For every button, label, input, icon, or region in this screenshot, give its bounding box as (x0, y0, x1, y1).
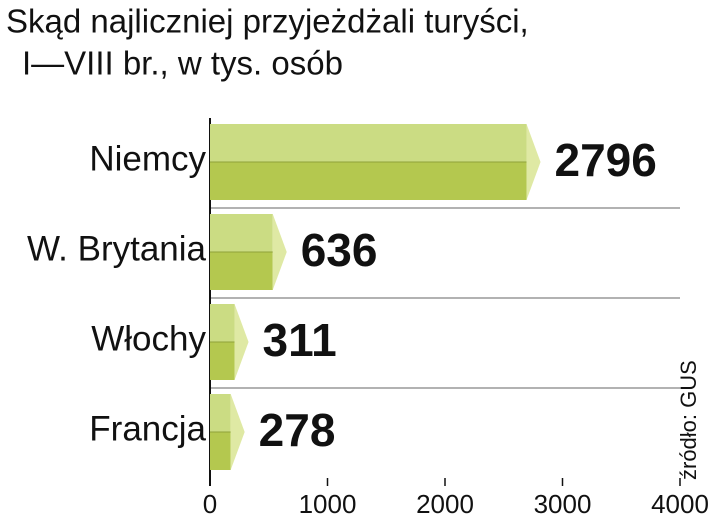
value-label: 311 (263, 314, 337, 366)
category-label: Francja (89, 409, 206, 448)
bar-top (210, 124, 527, 162)
bar-tip (230, 394, 245, 470)
bar-top (210, 304, 235, 342)
category-label: Niemcy (89, 139, 206, 178)
value-label: 2796 (555, 134, 657, 186)
bar-bottom (210, 432, 231, 470)
bar-tip (526, 124, 541, 200)
x-tick-label: 4000 (651, 489, 709, 519)
value-label: 636 (301, 224, 378, 276)
bar-tip (234, 304, 249, 380)
bar-bottom (210, 252, 273, 290)
bar-top (210, 394, 231, 432)
chart-title: Skąd najliczniej przyjeżdżali turyści, (6, 3, 529, 40)
x-tick-label: 3000 (534, 489, 592, 519)
x-tick-label: 0 (203, 489, 217, 519)
value-label: 278 (259, 404, 336, 456)
x-tick-label: 2000 (416, 489, 474, 519)
bar-bottom (210, 162, 527, 200)
bar-bottom (210, 342, 235, 380)
chart-subtitle: I—VIII br., w tys. osób (22, 45, 343, 82)
bar-top (210, 214, 273, 252)
category-label: W. Brytania (27, 229, 206, 268)
source-note: źródło: GUS (676, 360, 701, 480)
bar-tip (272, 214, 287, 290)
category-label: Włochy (91, 319, 206, 358)
x-tick-label: 1000 (299, 489, 357, 519)
